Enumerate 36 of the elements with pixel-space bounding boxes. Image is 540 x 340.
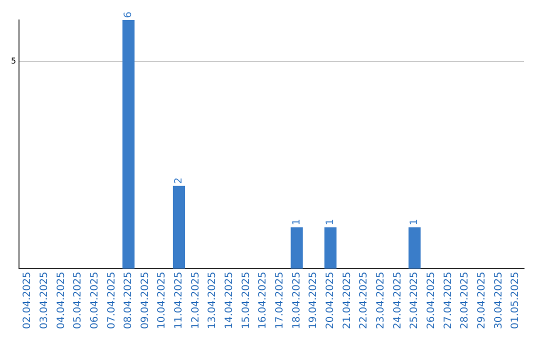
x-tick-label: 07.04.2025 bbox=[106, 272, 118, 330]
x-tick-label: 17.04.2025 bbox=[274, 272, 286, 330]
x-tick-label: 22.04.2025 bbox=[358, 272, 370, 330]
x-tick-label: 12.04.2025 bbox=[190, 272, 202, 330]
x-tick-label: 13.04.2025 bbox=[207, 272, 218, 330]
x-tick-label: 15.04.2025 bbox=[240, 272, 252, 330]
x-tick-label: 21.04.2025 bbox=[342, 272, 353, 330]
x-tick-label: 24.04.2025 bbox=[392, 272, 404, 330]
data-label: 2 bbox=[174, 177, 185, 184]
x-tick-label: 19.04.2025 bbox=[308, 272, 320, 330]
x-tick-label: 05.04.2025 bbox=[72, 272, 84, 330]
x-tick-label: 30.04.2025 bbox=[493, 272, 504, 330]
data-label: 6 bbox=[123, 12, 134, 18]
x-tick-label: 20.04.2025 bbox=[325, 272, 336, 330]
x-tick-label: 04.04.2025 bbox=[56, 272, 67, 330]
x-tick-label: 11.04.2025 bbox=[174, 272, 185, 330]
x-tick-label: 02.04.2025 bbox=[22, 272, 34, 330]
x-tick-label: 03.04.2025 bbox=[38, 272, 50, 330]
x-tick-label: 29.04.2025 bbox=[476, 272, 488, 330]
x-tick-label: 10.04.2025 bbox=[156, 272, 168, 330]
x-tick-label: 06.04.2025 bbox=[89, 272, 100, 330]
data-label: 1 bbox=[325, 218, 336, 226]
x-tick-label: 25.04.2025 bbox=[409, 272, 420, 330]
x-tick-label: 16.04.2025 bbox=[258, 272, 269, 330]
x-tick-label: 28.04.2025 bbox=[460, 272, 471, 330]
x-tick-label: 23.04.2025 bbox=[376, 272, 387, 330]
x-tick-label: 14.04.2025 bbox=[224, 272, 236, 330]
x-tick-label: 26.04.2025 bbox=[426, 272, 438, 330]
data-label: 1 bbox=[291, 218, 302, 226]
x-tick-label: 27.04.2025 bbox=[442, 272, 454, 330]
x-tick-label: 09.04.2025 bbox=[140, 272, 151, 330]
x-tick-label: 08.04.2025 bbox=[123, 272, 134, 330]
x-tick-label: 01.05.2025 bbox=[510, 272, 522, 330]
x-tick-label: 18.04.2025 bbox=[291, 272, 302, 330]
data-label: 1 bbox=[409, 218, 420, 226]
y-tick-label: 5 bbox=[10, 56, 16, 66]
